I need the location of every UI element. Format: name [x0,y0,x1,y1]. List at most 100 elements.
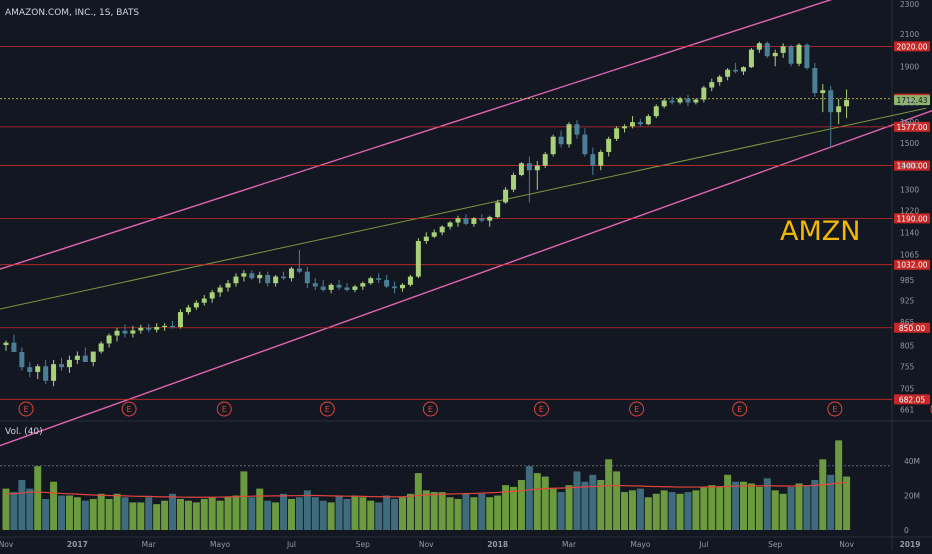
earnings-marker-label: E [634,405,639,414]
volume-bar [303,490,311,530]
candle-body [106,335,112,344]
candle-body [844,100,850,107]
candle-body [122,330,128,334]
candle-body [392,286,398,289]
volume-bar [161,500,169,530]
level-tag [894,322,930,333]
candle-body [796,44,802,64]
volume-bar [327,502,335,530]
candle-body [574,124,580,135]
x-tick-label: Nov [839,540,854,549]
volume-bar [343,498,351,530]
volume-bar [145,497,153,530]
volume-bar [613,471,621,530]
trend-line [0,107,926,310]
candle-body [43,366,49,381]
volume-bar [644,497,652,530]
volume-bar [533,473,541,530]
volume-bar [621,492,629,530]
y-tick-label: 1300 [900,186,919,195]
earnings-marker [216,401,232,417]
volume-bar [454,498,462,530]
candle-body [518,163,524,175]
candle-body [3,342,9,346]
candle-body [677,98,683,103]
volume-bar [438,492,446,530]
y-tick-label: 1400 [900,162,919,171]
candle-body [637,122,643,125]
candle-body [590,154,596,166]
volume-bar [430,492,438,530]
volume-bar [478,493,486,530]
x-tick-label: Mayo [210,540,231,549]
volume-bar [224,497,232,530]
candle-body [733,69,739,72]
y-tick-label: 1065 [900,250,919,259]
candle-body [344,287,350,290]
volume-bar [359,497,367,530]
volume-tick-label: 20M [904,492,920,501]
volume-bar [391,498,399,530]
y-tick-label: 1140 [900,228,919,237]
volume-bar [26,488,34,530]
candle-body [725,69,731,77]
volume-bar [502,485,510,530]
volume-bar [787,486,795,530]
candle-body [622,126,628,129]
level-tag [894,121,930,132]
volume-bar [50,481,58,530]
volume-bar [383,495,391,530]
candle-body [185,307,191,313]
current-price-tag [894,95,930,106]
current-price-label: 1712.43 [896,96,927,105]
volume-bar [351,495,359,530]
candle-body [669,100,675,103]
volume-bar [565,485,573,530]
candle-body [130,330,136,334]
candle-body [296,268,302,272]
candle-body [201,298,207,303]
level-tag-label: 2020.00 [896,42,927,51]
candle-body [828,90,834,113]
y-tick-label: 925 [900,296,915,305]
y-tick-label: 661 [900,406,915,415]
y-tick-label: 1700 [900,98,919,107]
earnings-marker [319,401,335,417]
volume-bar [200,498,208,530]
volume-bar [137,502,145,530]
volume-bar [129,502,137,530]
level-tag [894,259,930,270]
candle-body [423,236,429,242]
y-tick-label: 985 [900,276,915,285]
volume-bar [589,474,597,530]
x-tick-label: Sep [768,540,782,549]
volume-bar [2,488,10,530]
channel-lower-line [0,109,932,447]
volume-bar [724,474,732,530]
candle-body [51,364,57,381]
volume-bar [811,480,819,530]
candle-body [11,342,17,352]
candle-body [526,163,532,171]
volume-bar [264,500,272,530]
candle-body [288,268,294,279]
volume-bar [65,495,73,530]
volume-bar [462,493,470,530]
volume-bar [795,483,803,530]
volume-bar [192,502,200,530]
volume-bar [248,497,256,530]
candle-body [241,273,247,277]
volume-bar [510,486,518,530]
level-tag [894,160,930,171]
candle-body [74,355,80,360]
volume-bar [153,504,161,530]
candle-body [273,276,279,284]
x-tick-label: Nov [0,540,14,549]
volume-bar [184,500,192,530]
volume-bar [375,502,383,530]
candle-body [748,49,754,68]
volume-bar [684,492,692,530]
volume-bar [843,476,851,530]
volume-bar [557,492,565,530]
